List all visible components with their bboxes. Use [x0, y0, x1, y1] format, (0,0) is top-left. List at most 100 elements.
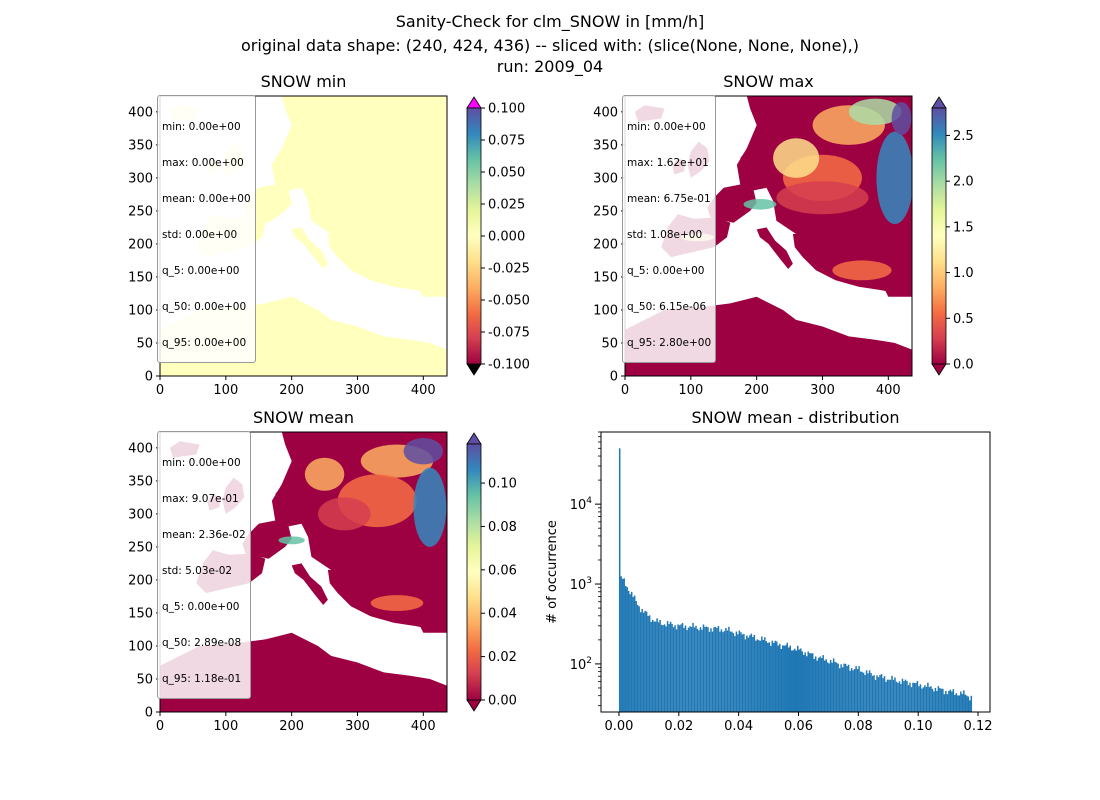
hist-bar: [713, 627, 715, 712]
colorbar-tick-label: 0.050: [488, 166, 525, 181]
colorbar-max: 0.0 0.5 1.0 1.5 2.0 2.5: [931, 96, 974, 376]
hist-bar: [922, 687, 925, 712]
hist-bar: [966, 695, 968, 712]
hist-bar: [835, 662, 838, 712]
hist-bar: [621, 578, 624, 712]
x-tick-label: 400: [876, 383, 901, 398]
y-tick-label: 300: [593, 171, 618, 186]
hist-bar: [808, 653, 811, 712]
hist-bar: [729, 631, 732, 712]
hist-bar: [647, 616, 649, 712]
x-tick-label: 0.04: [724, 719, 753, 734]
y-tick-label: 200: [593, 237, 618, 252]
figure-title-line-3: run: 2009_04: [496, 57, 604, 76]
hist-bar: [650, 621, 652, 712]
hist-bar: [832, 658, 835, 712]
hist-bar: [671, 623, 673, 712]
hist-bar: [813, 658, 815, 712]
hist-bar: [945, 690, 947, 712]
colorbar-tick-label: 0.00: [488, 694, 517, 709]
hist-bar: [804, 652, 806, 712]
stat-line: q_5: 0.00e+00: [162, 265, 240, 277]
hist-axes: 0.00 0.02 0.04 0.06 0.08 0.10 0.12 102 103 104 # o…: [545, 431, 993, 734]
snow-region: [773, 138, 820, 178]
y-tick-label: 350: [593, 138, 618, 153]
hist-bar: [846, 666, 848, 712]
stat-line: min: 0.00e+00: [162, 121, 241, 133]
hist-bar: [684, 625, 687, 712]
hist-bar: [677, 624, 679, 712]
x-tick-label: 100: [213, 383, 238, 398]
hist-bar: [843, 663, 845, 712]
colorbar-tick-label: 0.025: [488, 198, 525, 213]
hist-bar: [696, 628, 699, 712]
hist-bar: [870, 673, 872, 712]
hist-bar: [964, 694, 967, 712]
stat-line: q_95: 2.80e+00: [627, 337, 712, 349]
hist-bar: [919, 684, 922, 712]
hist-bar: [798, 649, 800, 712]
hist-bar: [783, 645, 786, 712]
colorbar-tick-label: 0.04: [488, 607, 517, 622]
hist-bar: [774, 640, 777, 712]
y-tick-label: 100: [593, 303, 618, 318]
x-tick-label: 300: [810, 383, 835, 398]
colorbar-tick-label: -0.100: [488, 358, 530, 373]
hist-bar: [853, 668, 856, 712]
snow-region: [848, 98, 902, 126]
hist-bar: [717, 625, 720, 712]
panel-title-max: SNOW max: [723, 72, 814, 91]
hist-bar: [889, 679, 892, 712]
hist-bar: [916, 681, 919, 712]
hist-bar: [939, 688, 941, 712]
hist-bar: [867, 673, 869, 712]
hist-bar: [780, 648, 783, 712]
hist-bar: [651, 619, 654, 712]
hist-bar: [762, 639, 765, 712]
hist-bar: [969, 700, 971, 712]
hist-bar: [737, 634, 739, 712]
hist-bar: [786, 642, 789, 712]
hist-bar: [801, 651, 803, 712]
hist-bar: [933, 691, 935, 712]
hist-bar: [698, 630, 700, 712]
x-tick-label: 0.08: [844, 719, 873, 734]
hist-bar: [885, 681, 887, 712]
snow-region: [891, 101, 912, 135]
hist-bar: [796, 645, 799, 712]
x-tick-label: 0.02: [664, 719, 693, 734]
hist-bar: [820, 658, 823, 712]
hist-bar: [828, 663, 830, 712]
stat-line: std: 5.03e-02: [162, 565, 233, 577]
hist-bar: [681, 623, 684, 712]
y-tick-label: 102: [570, 656, 592, 673]
stat-line: q_50: 2.89e-08: [162, 637, 242, 649]
hist-bar: [859, 671, 862, 712]
y-tick-label: 250: [593, 204, 618, 219]
hist-bar: [847, 664, 850, 712]
hist-bar: [665, 626, 667, 712]
hist-bar: [656, 618, 658, 712]
hist-bar: [711, 631, 714, 712]
hist-bar: [894, 677, 896, 712]
x-tick-label: 0.10: [904, 719, 933, 734]
panel-title-min: SNOW min: [260, 72, 347, 91]
panel-title-mean: SNOW mean: [253, 408, 354, 427]
hist-bar: [642, 612, 645, 712]
hist-bar: [942, 688, 944, 712]
y-tick-label: 150: [128, 606, 153, 621]
hist-bar: [858, 666, 860, 712]
y-tick-label: 200: [128, 237, 153, 252]
y-tick-label: 0: [145, 706, 153, 721]
hist-bar: [928, 687, 931, 712]
hist-bar: [921, 688, 923, 712]
hist-bar: [629, 594, 631, 712]
hist-bar: [792, 650, 795, 712]
hist-bar: [675, 629, 678, 712]
x-tick-label: 0: [156, 383, 164, 398]
hist-bar: [633, 595, 636, 712]
colorbar-tick-label: 0.08: [488, 520, 517, 535]
hist-bar: [934, 687, 937, 712]
stat-line: q_5: 0.00e+00: [162, 601, 240, 613]
x-tick-label: 0.12: [964, 719, 993, 734]
